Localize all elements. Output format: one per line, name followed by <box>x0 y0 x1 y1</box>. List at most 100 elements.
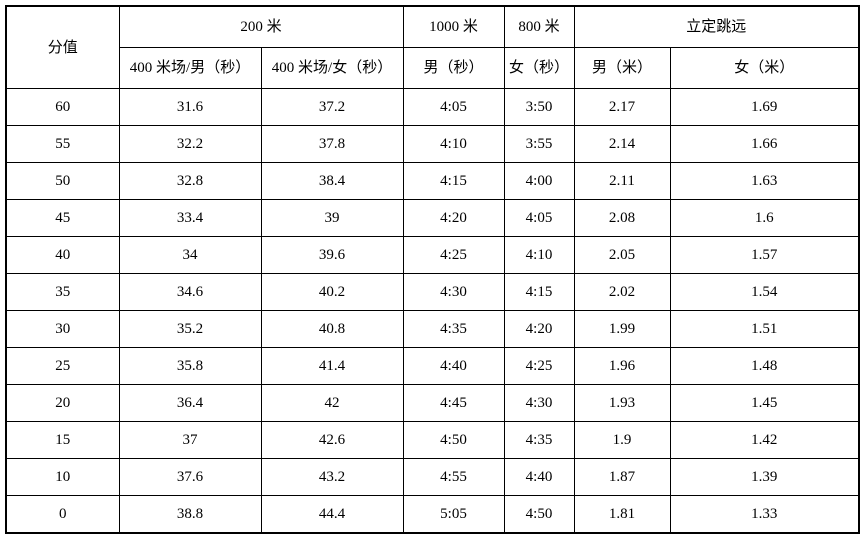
table-cell: 38.4 <box>260 162 404 200</box>
table-cell: 55 <box>5 125 120 163</box>
table-cell: 45 <box>5 199 120 237</box>
header-standing-jump-group: 立定跳远 <box>573 5 860 48</box>
table-cell: 44.4 <box>260 495 404 534</box>
table-cell: 1.93 <box>573 384 671 422</box>
table-cell: 1.69 <box>669 88 860 126</box>
table-cell: 1.99 <box>573 310 671 348</box>
table-cell: 5:05 <box>402 495 505 534</box>
table-cell: 60 <box>5 88 120 126</box>
table-cell: 2.08 <box>573 199 671 237</box>
table-cell: 32.2 <box>118 125 262 163</box>
table-cell: 4:25 <box>503 347 575 385</box>
table-cell: 37.8 <box>260 125 404 163</box>
table-cell: 4:35 <box>402 310 505 348</box>
table-cell: 4:20 <box>402 199 505 237</box>
header-1000m-group: 1000 米 <box>402 5 505 48</box>
table-cell: 4:05 <box>402 88 505 126</box>
table-cell: 36.4 <box>118 384 262 422</box>
table-cell: 4:40 <box>402 347 505 385</box>
table-cell: 1.45 <box>669 384 860 422</box>
table-cell: 2.02 <box>573 273 671 311</box>
table-cell: 1.63 <box>669 162 860 200</box>
table-cell: 1.48 <box>669 347 860 385</box>
header-score: 分值 <box>5 5 120 89</box>
table-cell: 4:15 <box>503 273 575 311</box>
table-cell: 32.8 <box>118 162 262 200</box>
table-row: 35 34.6 40.2 4:30 4:15 2.02 1.54 <box>5 273 860 311</box>
table-cell: 4:10 <box>402 125 505 163</box>
table-cell: 35.2 <box>118 310 262 348</box>
table-cell: 4:30 <box>503 384 575 422</box>
table-cell: 37.2 <box>260 88 404 126</box>
table-cell: 4:40 <box>503 458 575 496</box>
table-cell: 4:55 <box>402 458 505 496</box>
table-cell: 1.42 <box>669 421 860 459</box>
header-1000-male: 男（秒） <box>402 47 505 89</box>
table-cell: 41.4 <box>260 347 404 385</box>
table-cell: 1.57 <box>669 236 860 274</box>
table-cell: 40.2 <box>260 273 404 311</box>
header-800-female: 女（秒） <box>503 47 575 89</box>
table-cell: 2.11 <box>573 162 671 200</box>
table-row: 20 36.4 42 4:45 4:30 1.93 1.45 <box>5 384 860 422</box>
table-row: 10 37.6 43.2 4:55 4:40 1.87 1.39 <box>5 458 860 496</box>
header-jump-male: 男（米） <box>573 47 671 89</box>
table-cell: 1.87 <box>573 458 671 496</box>
table-cell: 35 <box>5 273 120 311</box>
table-cell: 4:25 <box>402 236 505 274</box>
score-table-head: 分值 200 米 1000 米 800 米 立定跳远 400 米场/男（秒） 4… <box>5 5 860 89</box>
table-cell: 2.17 <box>573 88 671 126</box>
table-row: 50 32.8 38.4 4:15 4:00 2.11 1.63 <box>5 162 860 200</box>
table-row: 30 35.2 40.8 4:35 4:20 1.99 1.51 <box>5 310 860 348</box>
table-cell: 1.54 <box>669 273 860 311</box>
table-cell: 31.6 <box>118 88 262 126</box>
table-cell: 0 <box>5 495 120 534</box>
header-400-track-male: 400 米场/男（秒） <box>118 47 262 89</box>
table-cell: 1.51 <box>669 310 860 348</box>
table-cell: 42 <box>260 384 404 422</box>
table-cell: 2.14 <box>573 125 671 163</box>
table-cell: 40.8 <box>260 310 404 348</box>
table-row: 0 38.8 44.4 5:05 4:50 1.81 1.33 <box>5 495 860 534</box>
table-cell: 42.6 <box>260 421 404 459</box>
header-400-track-female: 400 米场/女（秒） <box>260 47 404 89</box>
table-cell: 43.2 <box>260 458 404 496</box>
header-800m-group: 800 米 <box>503 5 575 48</box>
table-cell: 30 <box>5 310 120 348</box>
table-cell: 34 <box>118 236 262 274</box>
table-cell: 37.6 <box>118 458 262 496</box>
table-row: 45 33.4 39 4:20 4:05 2.08 1.6 <box>5 199 860 237</box>
header-jump-female: 女（米） <box>669 47 860 89</box>
table-row: 60 31.6 37.2 4:05 3:50 2.17 1.69 <box>5 88 860 126</box>
table-cell: 4:20 <box>503 310 575 348</box>
table-cell: 1.33 <box>669 495 860 534</box>
table-cell: 25 <box>5 347 120 385</box>
header-group-row: 分值 200 米 1000 米 800 米 立定跳远 <box>5 5 860 89</box>
table-cell: 10 <box>5 458 120 496</box>
table-cell: 35.8 <box>118 347 262 385</box>
table-cell: 1.6 <box>669 199 860 237</box>
table-cell: 4:50 <box>503 495 575 534</box>
table-cell: 40 <box>5 236 120 274</box>
table-cell: 4:45 <box>402 384 505 422</box>
table-cell: 4:15 <box>402 162 505 200</box>
header-sub-row: 400 米场/男（秒） 400 米场/女（秒） 男（秒） 女（秒） 男（米） 女… <box>6 47 860 89</box>
table-cell: 4:50 <box>402 421 505 459</box>
table-cell: 3:50 <box>503 88 575 126</box>
table-row: 25 35.8 41.4 4:40 4:25 1.96 1.48 <box>5 347 860 385</box>
table-cell: 39.6 <box>260 236 404 274</box>
table-cell: 2.05 <box>573 236 671 274</box>
table-cell: 1.66 <box>669 125 860 163</box>
table-row: 55 32.2 37.8 4:10 3:55 2.14 1.66 <box>5 125 860 163</box>
table-cell: 33.4 <box>118 199 262 237</box>
header-200m-group: 200 米 <box>118 5 404 48</box>
table-cell: 4:05 <box>503 199 575 237</box>
table-cell: 1.96 <box>573 347 671 385</box>
table-cell: 4:35 <box>503 421 575 459</box>
table-cell: 20 <box>5 384 120 422</box>
table-cell: 4:10 <box>503 236 575 274</box>
table-cell: 4:30 <box>402 273 505 311</box>
table-cell: 39 <box>260 199 404 237</box>
table-cell: 15 <box>5 421 120 459</box>
